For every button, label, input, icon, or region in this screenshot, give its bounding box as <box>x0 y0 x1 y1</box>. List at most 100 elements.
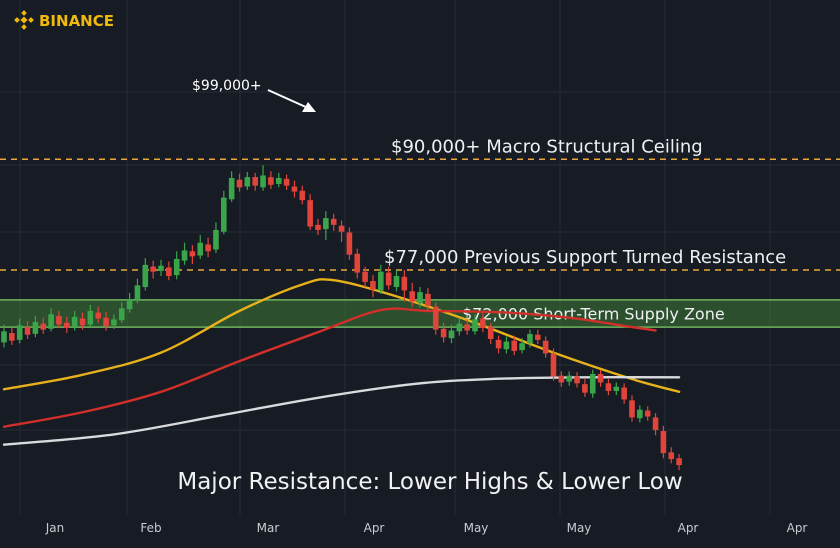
candle <box>448 324 455 344</box>
moving-average-line <box>2 278 681 394</box>
candle-body <box>252 177 258 186</box>
x-tick-label: Apr <box>364 521 385 535</box>
candle-body <box>346 232 353 255</box>
candle-body <box>629 400 635 418</box>
candle <box>401 270 408 302</box>
candle <box>260 165 266 191</box>
candle-body <box>111 319 117 326</box>
candle <box>495 335 502 354</box>
candle-body <box>378 271 384 291</box>
candle-body <box>275 178 282 184</box>
candle <box>527 329 533 348</box>
candle-body <box>48 314 54 329</box>
candle-body <box>417 292 423 304</box>
candle-body <box>558 375 565 383</box>
candle-body <box>307 200 313 227</box>
candle <box>535 329 541 345</box>
binance-diamond-icon <box>14 10 34 30</box>
candle-body <box>323 218 329 230</box>
candle-body <box>205 244 211 252</box>
candle <box>213 222 219 253</box>
candle <box>354 248 361 279</box>
candle <box>629 395 635 422</box>
candle <box>582 379 588 397</box>
candle-body <box>166 267 172 276</box>
candle <box>597 369 604 387</box>
candle-body <box>142 264 149 288</box>
candle-body <box>511 340 518 351</box>
candle-body <box>582 384 588 393</box>
candle-body <box>118 308 125 321</box>
candle <box>166 261 172 281</box>
candle <box>181 242 188 265</box>
candle-body <box>260 175 266 188</box>
chart-headline: Major Resistance: Lower Highs & Lower Lo… <box>177 469 682 495</box>
candle-body <box>542 340 549 354</box>
candle-body <box>621 387 627 400</box>
candle-body <box>9 333 15 341</box>
x-tick-label: Jan <box>45 521 65 535</box>
candle <box>32 316 39 338</box>
candle <box>118 302 125 323</box>
candle <box>574 372 580 388</box>
candle-body <box>393 275 400 288</box>
candle <box>24 321 31 339</box>
candle-body <box>158 265 164 271</box>
candle-body <box>362 271 368 282</box>
supply-zone-label: $72,000 Short-Term Supply Zone <box>462 304 725 323</box>
candle-body <box>652 417 659 431</box>
x-tick-label: Apr <box>678 521 699 535</box>
brand-logo: BINANCE <box>14 10 114 30</box>
candle-body <box>425 293 431 306</box>
candle <box>48 308 54 332</box>
candle-body <box>228 178 235 200</box>
candle <box>464 319 470 335</box>
candle-body <box>236 179 243 188</box>
candle-body <box>456 323 463 332</box>
candle-body <box>71 316 78 328</box>
candle <box>385 266 392 290</box>
candle <box>487 322 494 345</box>
candle-body <box>409 291 415 302</box>
candle <box>425 287 431 311</box>
candle <box>268 171 274 190</box>
candle-body <box>64 322 70 328</box>
candle <box>95 306 101 323</box>
candle <box>103 311 109 331</box>
candle-body <box>597 373 604 383</box>
candle-body <box>16 325 23 340</box>
candle <box>228 171 235 202</box>
candle-body <box>221 197 227 232</box>
x-tick-label: Mar <box>257 521 280 535</box>
candle-body <box>432 306 439 330</box>
candle-body <box>40 323 47 330</box>
candle-body <box>126 298 133 310</box>
candle <box>409 282 415 307</box>
candle-body <box>338 225 345 232</box>
candle <box>417 287 423 308</box>
candle-body <box>644 410 651 417</box>
candle-body <box>589 373 596 394</box>
candle <box>236 173 243 192</box>
candle-body <box>213 229 219 250</box>
candle-body <box>150 266 156 272</box>
candle-body <box>550 353 557 377</box>
candle <box>652 413 659 436</box>
candle <box>323 211 329 241</box>
moving-averages <box>2 278 681 446</box>
candle-body <box>448 330 455 339</box>
resistance-level-label: $77,000 Previous Support Turned Resistan… <box>384 247 786 268</box>
candle-body <box>56 316 62 325</box>
candle-body <box>574 376 580 384</box>
candle <box>64 316 70 334</box>
resistance-level-label: $90,000+ Macro Structural Ceiling <box>391 136 703 157</box>
candle <box>644 406 651 421</box>
candle-body <box>472 319 478 332</box>
candle <box>189 245 196 265</box>
candle-body <box>385 272 392 286</box>
candle <box>205 237 211 258</box>
candle <box>16 318 23 344</box>
candle <box>637 405 643 423</box>
candle-body <box>503 341 510 350</box>
candles <box>1 165 682 471</box>
